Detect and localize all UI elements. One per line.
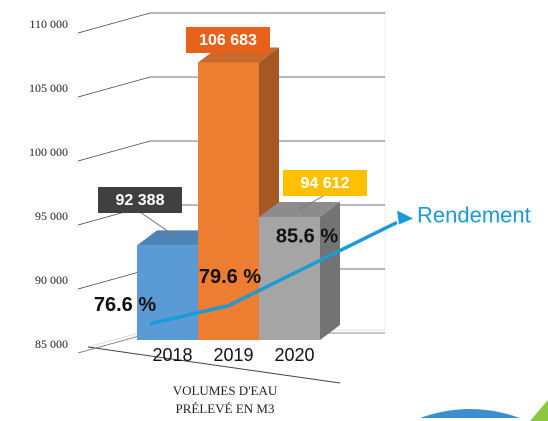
series-label: Rendement bbox=[417, 202, 531, 227]
line-value-label: 76.6 % bbox=[94, 294, 156, 316]
grid-line bbox=[77, 12, 385, 34]
x-tick-label: 2019 bbox=[213, 345, 253, 365]
line-value-label: 85.6 % bbox=[276, 226, 338, 248]
x-tick-label: 2018 bbox=[152, 345, 192, 365]
line-series bbox=[149, 268, 301, 326]
y-tick-label: 90 000 bbox=[35, 273, 68, 287]
value-label-box bbox=[186, 27, 270, 53]
y-tick-label: 105 000 bbox=[29, 81, 68, 95]
line-value-label: 79.6 % bbox=[199, 266, 261, 288]
arrow-shaft bbox=[299, 220, 398, 272]
value-label: 92 388 bbox=[116, 192, 165, 209]
leader-line bbox=[299, 194, 326, 210]
y-tick-label: 95 000 bbox=[35, 209, 68, 223]
grid-line bbox=[77, 76, 385, 98]
value-label: 94 612 bbox=[301, 175, 350, 192]
leader-line bbox=[139, 211, 178, 239]
decor-swoosh bbox=[420, 409, 520, 418]
value-label-box bbox=[283, 170, 367, 196]
decor-triangle bbox=[530, 400, 548, 421]
bar-side bbox=[320, 201, 340, 340]
bar bbox=[198, 62, 259, 340]
value-label: 106 683 bbox=[199, 32, 257, 49]
arrow-head bbox=[397, 210, 413, 225]
y-tick-label: 110 000 bbox=[29, 17, 68, 31]
floor-front bbox=[87, 346, 341, 384]
bar bbox=[259, 216, 320, 340]
x-tick-label: 2020 bbox=[274, 345, 314, 365]
value-label-box bbox=[98, 187, 182, 213]
x-axis-title: VOLUMES D'EAU bbox=[173, 383, 278, 398]
grid-line bbox=[77, 140, 385, 162]
x-axis-title: PRÉLEVÉ EN M3 bbox=[176, 401, 275, 416]
y-tick-label: 85 000 bbox=[35, 337, 68, 351]
bar bbox=[137, 245, 198, 340]
y-tick-label: 100 000 bbox=[29, 145, 68, 159]
